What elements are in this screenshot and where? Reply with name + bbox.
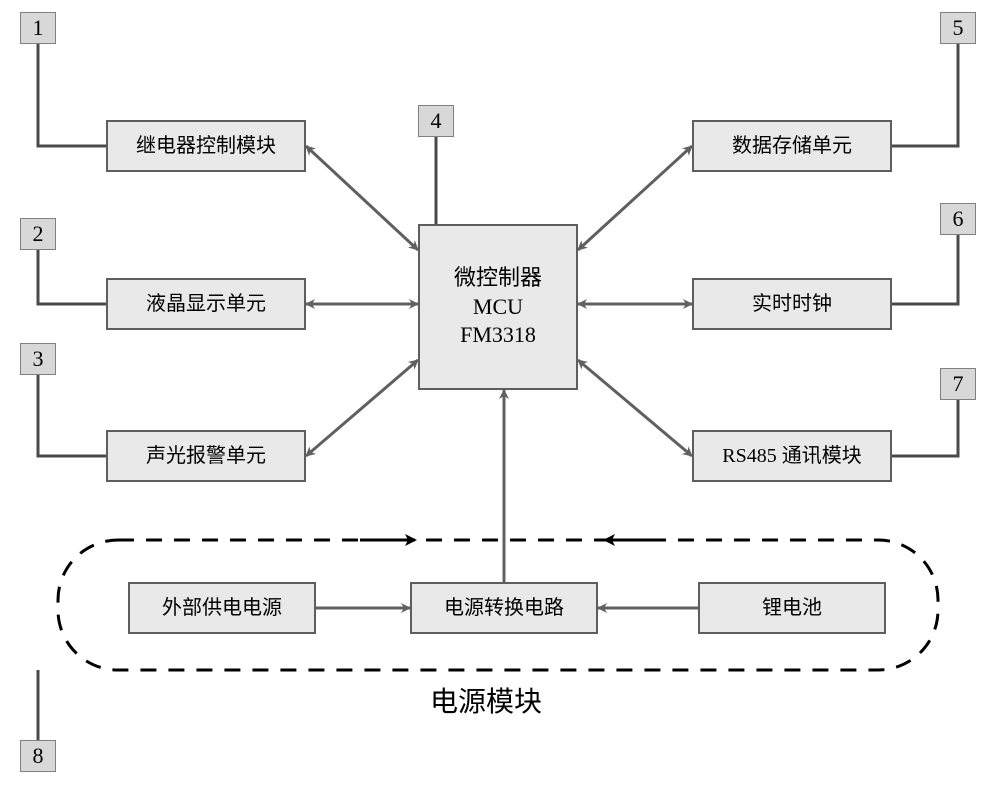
- block-b4: 微控制器 MCU FM3318: [418, 224, 578, 390]
- tag-label: 2: [33, 221, 44, 247]
- tag-t3: 3: [20, 343, 56, 375]
- block-p_bat: 锂电池: [698, 582, 886, 634]
- block-b5: 数据存储单元: [692, 120, 892, 172]
- tag-label: 7: [953, 371, 964, 397]
- block-label: 微控制器 MCU FM3318: [454, 264, 542, 350]
- block-label: 声光报警单元: [146, 443, 266, 469]
- block-b7: RS485 通讯模块: [692, 430, 892, 482]
- block-b2: 液晶显示单元: [106, 278, 306, 330]
- block-b6: 实时时钟: [692, 278, 892, 330]
- tag-label: 5: [953, 15, 964, 41]
- tag-t1: 1: [20, 12, 56, 44]
- tag-t4: 4: [418, 105, 454, 137]
- block-label: 实时时钟: [752, 291, 832, 317]
- tag-t5: 5: [940, 12, 976, 44]
- block-b3: 声光报警单元: [106, 430, 306, 482]
- block-label: 数据存储单元: [732, 133, 852, 159]
- tag-t2: 2: [20, 218, 56, 250]
- tag-label: 1: [33, 15, 44, 41]
- tag-t8: 8: [20, 740, 56, 772]
- tag-label: 3: [33, 346, 44, 372]
- block-p_ext: 外部供电电源: [128, 582, 316, 634]
- block-label: 继电器控制模块: [136, 133, 276, 159]
- block-label: RS485 通讯模块: [722, 443, 861, 469]
- block-label: 液晶显示单元: [146, 291, 266, 317]
- tag-label: 4: [431, 108, 442, 134]
- block-label: 电源转换电路: [444, 595, 564, 621]
- tag-label: 6: [953, 206, 964, 232]
- tag-label: 8: [33, 743, 44, 769]
- block-b1: 继电器控制模块: [106, 120, 306, 172]
- block-label: 外部供电电源: [162, 595, 282, 621]
- block-label: 锂电池: [762, 595, 822, 621]
- label-power_module: 电源模块: [430, 680, 542, 720]
- label-text: 电源模块: [430, 687, 542, 718]
- block-p_conv: 电源转换电路: [410, 582, 598, 634]
- tag-t7: 7: [940, 368, 976, 400]
- tag-t6: 6: [940, 203, 976, 235]
